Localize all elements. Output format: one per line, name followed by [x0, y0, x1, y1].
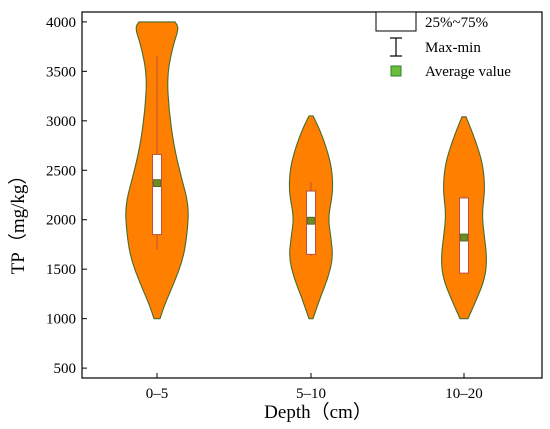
legend-box-swatch [375, 11, 417, 32]
y-tick-label: 3000 [46, 114, 76, 130]
x-axis-title: Depth（cm） [264, 401, 372, 423]
legend-whisker-swatch [390, 37, 402, 57]
mean-marker-1 [307, 216, 315, 225]
legend-mean-swatch [390, 65, 402, 77]
y-tick-label: 2000 [46, 213, 76, 229]
legend-entry-box: 25%~75% [425, 15, 488, 31]
mean-marker-0 [153, 179, 161, 188]
y-tick-label: 3500 [46, 64, 76, 80]
iqr-box-0 [152, 153, 162, 236]
mean-marker-2 [460, 233, 468, 242]
y-axis: 500 1000 1500 2000 2500 3000 3500 4000 [46, 15, 87, 377]
plot-frame [81, 11, 543, 379]
legend-entry-mean: Average value [425, 64, 511, 80]
y-tick-label: 2500 [46, 163, 76, 179]
x-tick-label: 5–10 [296, 386, 326, 402]
x-axis: 0–5 5–10 10–20 [146, 373, 483, 402]
x-tick-label: 10–20 [445, 386, 483, 402]
x-tick-label: 0–5 [146, 386, 169, 402]
y-tick-label: 1500 [46, 262, 76, 278]
y-tick-label: 4000 [46, 15, 76, 31]
legend: 25%~75% Max-min Average value [375, 11, 511, 80]
y-tick-label: 500 [54, 361, 77, 377]
y-tick-label: 1000 [46, 312, 76, 328]
legend-entry-whisker: Max-min [425, 40, 481, 56]
plot-area [125, 21, 487, 320]
y-axis-title: TP（mg/kg） [7, 166, 29, 275]
